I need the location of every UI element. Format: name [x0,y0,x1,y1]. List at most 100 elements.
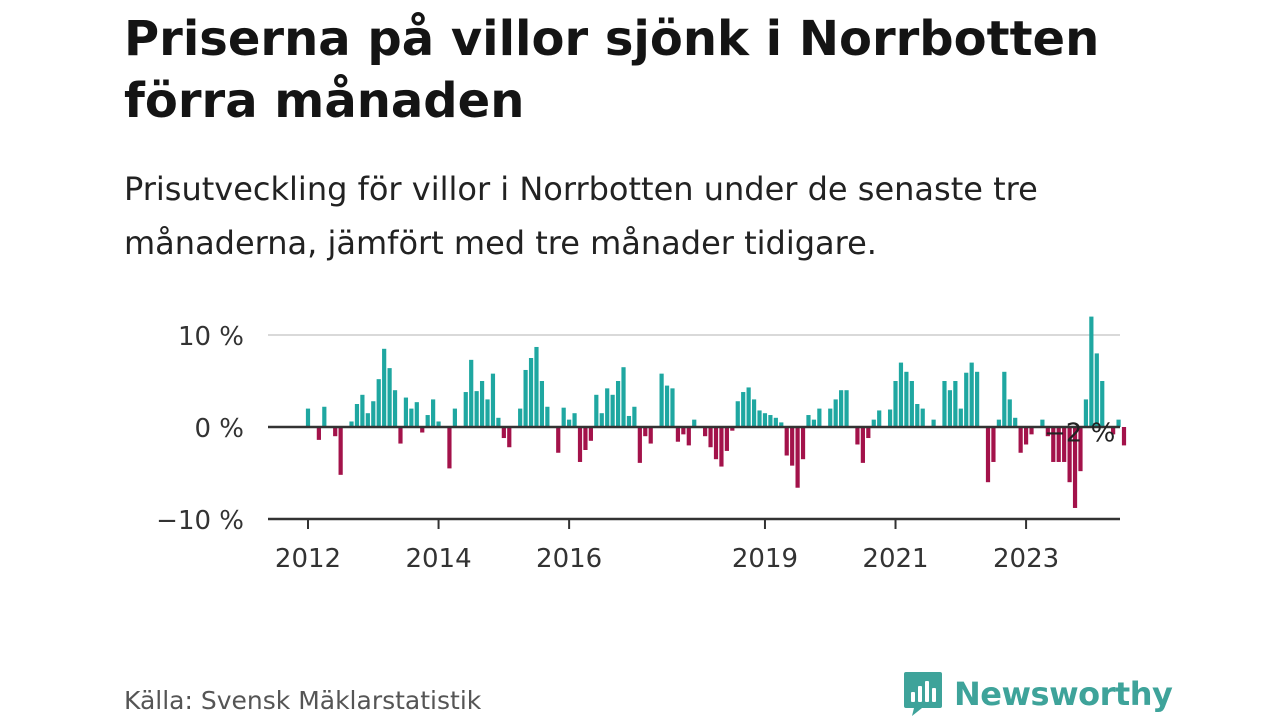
bar [1062,427,1067,462]
bar [784,427,789,456]
bar [909,381,914,427]
bar [1111,427,1116,435]
chart-title: Priserna på villor sjönk i Norrbotten fö… [124,11,1100,129]
bar [436,421,441,427]
bar [338,427,343,475]
bar [947,390,953,427]
bar [594,394,599,427]
bar [398,427,403,444]
bar [1116,419,1121,427]
bar [452,408,457,427]
bar [985,427,991,483]
bar [871,419,876,427]
bar [757,410,762,427]
bar [572,413,577,427]
bar [485,399,490,427]
bar [392,390,398,427]
bar [719,427,724,467]
bar [969,362,974,427]
bar [610,394,615,427]
bar [528,358,534,427]
bar [964,372,969,427]
bar [1045,427,1050,437]
bar [703,427,708,437]
bar [1067,427,1072,483]
bar [523,369,528,427]
bar [496,417,501,427]
bar [806,415,811,427]
bar [414,402,419,427]
bar [425,415,430,427]
bar [365,413,370,427]
source-note: Källa: Svensk Mäklarstatistik [124,686,482,715]
bar [800,427,806,460]
bar [659,373,664,427]
bar [1029,427,1034,435]
bar [996,419,1001,427]
bar [501,427,506,439]
y-tick-label: 0 % [194,414,244,444]
bar [599,413,604,427]
bar [670,388,675,427]
bar [1089,316,1094,427]
bar [1083,399,1089,427]
bar [403,397,409,427]
bar [382,348,387,427]
bar [735,401,740,427]
newsworthy-logo[interactable]: Newsworthy [902,670,1173,718]
bar [741,392,746,427]
bar [713,427,719,460]
bar [953,381,958,427]
x-tick-label: 2012 [275,544,341,574]
bar [795,427,800,488]
bar [615,381,621,427]
bar [958,408,963,427]
bar [708,427,713,448]
bar [577,427,583,462]
bar [839,390,844,427]
bar [333,427,338,437]
bar [1100,381,1105,427]
bar [626,415,632,427]
bar [855,427,860,445]
bar [349,421,354,427]
bar [474,391,479,427]
bar [539,381,545,427]
bar [790,427,795,466]
bar [893,381,898,427]
bar [817,408,822,427]
bar [768,415,773,427]
x-tick-label: 2023 [993,544,1059,574]
y-tick-label: 10 % [178,322,244,352]
bar [1094,353,1099,427]
newsworthy-logo-text: Newsworthy [954,675,1173,713]
x-tick-label: 2019 [732,544,798,574]
bar [387,368,392,427]
bar [316,427,321,440]
bar-chart: 10 % 0 % −10 % 2012 2014 2016 2019 2021 2023 −2 % [156,316,1127,574]
bar [866,427,871,439]
bar [637,427,642,463]
bar [1002,371,1007,427]
bar [877,410,882,427]
bar [746,387,751,427]
chart-subtitle: Prisutveckling för villor i Norrbotten u… [124,170,1038,262]
bar [844,390,849,427]
bar [1018,427,1023,453]
bar [371,401,376,427]
last-value-annotation: −2 % [1044,418,1115,448]
bar [686,427,691,446]
bar [545,406,550,427]
bar [1072,427,1078,508]
bar [773,417,778,427]
bar [675,427,681,442]
bar [447,427,452,469]
bar [730,427,735,431]
bar [305,408,311,427]
bar [354,404,360,427]
bar [556,427,561,453]
y-tick-label: −10 % [156,506,244,536]
bar [621,367,626,427]
bar [664,385,670,427]
x-tick-label: 2021 [862,544,928,574]
